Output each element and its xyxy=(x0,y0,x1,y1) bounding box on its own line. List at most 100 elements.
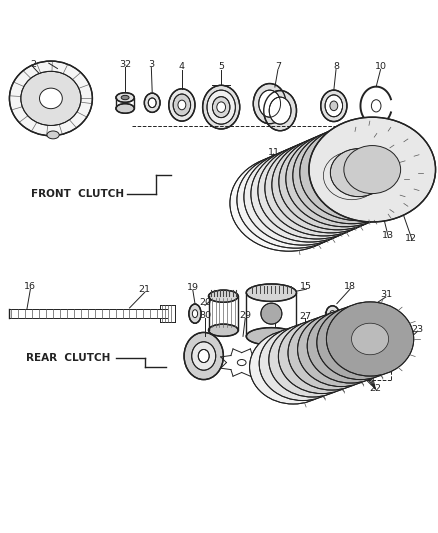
Text: 16: 16 xyxy=(25,281,36,290)
Text: 19: 19 xyxy=(187,282,199,292)
Text: REAR  CLUTCH: REAR CLUTCH xyxy=(26,353,110,363)
Ellipse shape xyxy=(178,100,186,110)
Text: 24: 24 xyxy=(378,320,390,329)
Text: 23: 23 xyxy=(412,325,424,334)
Ellipse shape xyxy=(297,312,385,386)
Text: 5: 5 xyxy=(218,62,224,71)
Ellipse shape xyxy=(282,170,338,218)
Text: 20: 20 xyxy=(199,298,211,307)
Ellipse shape xyxy=(189,304,201,323)
Ellipse shape xyxy=(295,164,352,212)
Ellipse shape xyxy=(307,309,395,383)
Ellipse shape xyxy=(246,284,297,302)
Text: 21: 21 xyxy=(139,285,151,294)
Ellipse shape xyxy=(275,173,331,221)
Text: 15: 15 xyxy=(300,281,312,290)
Ellipse shape xyxy=(258,143,376,239)
Ellipse shape xyxy=(217,102,226,112)
Ellipse shape xyxy=(279,319,366,393)
Ellipse shape xyxy=(323,334,360,365)
Ellipse shape xyxy=(294,344,331,376)
Ellipse shape xyxy=(207,90,235,124)
Text: 30: 30 xyxy=(199,311,211,320)
Ellipse shape xyxy=(10,61,92,136)
Text: 4: 4 xyxy=(179,62,185,71)
Ellipse shape xyxy=(237,152,355,248)
Ellipse shape xyxy=(304,341,341,372)
Text: 27: 27 xyxy=(300,312,311,321)
Ellipse shape xyxy=(325,95,343,117)
Ellipse shape xyxy=(309,158,366,206)
Ellipse shape xyxy=(269,323,356,397)
Ellipse shape xyxy=(116,103,134,113)
Text: 3: 3 xyxy=(148,60,154,69)
Text: 29: 29 xyxy=(239,311,251,320)
Text: 31: 31 xyxy=(380,289,392,298)
Ellipse shape xyxy=(148,98,156,108)
Ellipse shape xyxy=(259,326,346,400)
Text: 13: 13 xyxy=(381,231,394,240)
Ellipse shape xyxy=(330,149,387,197)
Ellipse shape xyxy=(313,337,350,369)
Ellipse shape xyxy=(261,179,317,227)
Text: 18: 18 xyxy=(344,281,356,290)
Ellipse shape xyxy=(21,71,81,125)
Ellipse shape xyxy=(332,330,369,362)
Ellipse shape xyxy=(330,311,335,317)
Ellipse shape xyxy=(326,306,339,321)
Ellipse shape xyxy=(284,348,321,379)
Ellipse shape xyxy=(275,351,312,383)
Ellipse shape xyxy=(121,95,129,100)
Ellipse shape xyxy=(300,125,418,221)
Ellipse shape xyxy=(39,88,62,109)
Ellipse shape xyxy=(279,134,397,230)
Ellipse shape xyxy=(352,323,389,355)
Text: 12: 12 xyxy=(405,233,417,243)
Ellipse shape xyxy=(169,89,195,121)
Ellipse shape xyxy=(259,90,281,117)
Ellipse shape xyxy=(268,176,324,224)
Text: 2: 2 xyxy=(30,60,36,69)
Ellipse shape xyxy=(371,100,381,112)
Text: 7: 7 xyxy=(275,62,281,71)
Ellipse shape xyxy=(212,96,230,118)
Text: 14: 14 xyxy=(263,236,275,245)
Ellipse shape xyxy=(192,310,198,318)
Ellipse shape xyxy=(269,97,291,124)
Ellipse shape xyxy=(286,131,404,227)
Ellipse shape xyxy=(173,94,191,116)
Text: 25: 25 xyxy=(343,312,355,321)
Ellipse shape xyxy=(265,140,383,236)
Text: FRONT  CLUTCH: FRONT CLUTCH xyxy=(31,189,124,199)
Text: 10: 10 xyxy=(374,62,387,71)
Ellipse shape xyxy=(344,146,401,193)
Ellipse shape xyxy=(261,303,282,324)
Ellipse shape xyxy=(302,161,359,209)
Ellipse shape xyxy=(272,137,390,233)
Ellipse shape xyxy=(293,128,411,224)
Ellipse shape xyxy=(251,146,369,242)
Ellipse shape xyxy=(288,167,345,215)
Ellipse shape xyxy=(330,101,338,111)
Ellipse shape xyxy=(317,305,404,379)
Ellipse shape xyxy=(203,85,240,129)
Ellipse shape xyxy=(326,302,414,376)
Ellipse shape xyxy=(309,117,435,222)
Ellipse shape xyxy=(184,333,223,379)
Ellipse shape xyxy=(237,359,246,366)
Ellipse shape xyxy=(323,152,380,200)
Text: 22: 22 xyxy=(369,384,381,393)
Ellipse shape xyxy=(208,324,238,336)
Text: 26: 26 xyxy=(323,312,335,321)
Ellipse shape xyxy=(47,131,59,139)
Ellipse shape xyxy=(288,316,375,390)
Text: 8: 8 xyxy=(333,62,339,71)
Ellipse shape xyxy=(192,342,216,370)
Ellipse shape xyxy=(342,327,379,358)
Ellipse shape xyxy=(361,311,365,316)
Ellipse shape xyxy=(250,330,337,404)
Ellipse shape xyxy=(246,328,297,345)
Ellipse shape xyxy=(253,84,286,124)
Text: 28: 28 xyxy=(269,312,281,321)
Ellipse shape xyxy=(198,350,209,362)
